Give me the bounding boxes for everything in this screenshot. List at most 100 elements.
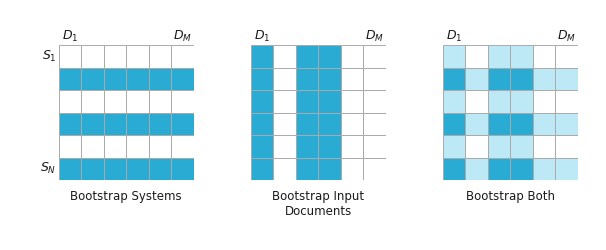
- Text: $D_M$: $D_M$: [365, 29, 384, 44]
- Bar: [318, 112, 341, 135]
- Bar: [148, 135, 171, 158]
- Bar: [273, 90, 296, 112]
- Bar: [510, 90, 533, 112]
- Bar: [104, 112, 126, 135]
- Bar: [148, 90, 171, 112]
- Bar: [296, 90, 318, 112]
- Bar: [81, 90, 104, 112]
- Bar: [442, 158, 465, 180]
- Bar: [273, 158, 296, 180]
- Bar: [341, 112, 363, 135]
- Bar: [465, 68, 488, 90]
- Text: $D_M$: $D_M$: [557, 29, 576, 44]
- Bar: [510, 112, 533, 135]
- Bar: [59, 68, 81, 90]
- Bar: [363, 90, 385, 112]
- Bar: [273, 135, 296, 158]
- Bar: [341, 158, 363, 180]
- Bar: [555, 90, 578, 112]
- Bar: [126, 135, 148, 158]
- Bar: [126, 68, 148, 90]
- Bar: [171, 45, 194, 68]
- Bar: [126, 90, 148, 112]
- Bar: [296, 158, 318, 180]
- Bar: [171, 90, 194, 112]
- Bar: [533, 112, 555, 135]
- Bar: [251, 68, 273, 90]
- Bar: [296, 45, 318, 68]
- Bar: [59, 112, 81, 135]
- Bar: [318, 90, 341, 112]
- Text: $D_M$: $D_M$: [173, 29, 192, 44]
- Bar: [273, 45, 296, 68]
- Text: Bootstrap Input
Documents: Bootstrap Input Documents: [272, 190, 364, 218]
- Bar: [341, 90, 363, 112]
- Bar: [510, 68, 533, 90]
- Bar: [318, 135, 341, 158]
- Bar: [171, 158, 194, 180]
- Bar: [104, 68, 126, 90]
- Bar: [148, 68, 171, 90]
- Bar: [104, 45, 126, 68]
- Bar: [341, 135, 363, 158]
- Bar: [81, 158, 104, 180]
- Bar: [273, 68, 296, 90]
- Bar: [555, 135, 578, 158]
- Bar: [341, 45, 363, 68]
- Bar: [555, 158, 578, 180]
- Bar: [104, 135, 126, 158]
- Bar: [363, 45, 385, 68]
- Bar: [555, 112, 578, 135]
- Bar: [533, 158, 555, 180]
- Text: $D_1$: $D_1$: [445, 29, 462, 44]
- Bar: [442, 68, 465, 90]
- Bar: [81, 135, 104, 158]
- Bar: [59, 158, 81, 180]
- Bar: [104, 158, 126, 180]
- Bar: [442, 135, 465, 158]
- Bar: [126, 112, 148, 135]
- Bar: [59, 45, 81, 68]
- Bar: [171, 135, 194, 158]
- Bar: [488, 135, 510, 158]
- Bar: [510, 135, 533, 158]
- Bar: [251, 45, 273, 68]
- Bar: [251, 90, 273, 112]
- Bar: [81, 112, 104, 135]
- Bar: [465, 158, 488, 180]
- Bar: [510, 158, 533, 180]
- Bar: [363, 135, 385, 158]
- Bar: [442, 45, 465, 68]
- Bar: [318, 68, 341, 90]
- Bar: [363, 68, 385, 90]
- Bar: [442, 112, 465, 135]
- Text: $D_1$: $D_1$: [62, 29, 78, 44]
- Bar: [296, 135, 318, 158]
- Bar: [488, 45, 510, 68]
- Bar: [273, 112, 296, 135]
- Bar: [488, 112, 510, 135]
- Bar: [148, 45, 171, 68]
- Bar: [59, 135, 81, 158]
- Text: $S_1$: $S_1$: [42, 49, 56, 64]
- Bar: [363, 112, 385, 135]
- Bar: [488, 68, 510, 90]
- Bar: [488, 90, 510, 112]
- Bar: [555, 45, 578, 68]
- Bar: [59, 90, 81, 112]
- Bar: [363, 158, 385, 180]
- Bar: [442, 90, 465, 112]
- Bar: [555, 68, 578, 90]
- Bar: [488, 158, 510, 180]
- Bar: [341, 68, 363, 90]
- Bar: [465, 135, 488, 158]
- Bar: [251, 135, 273, 158]
- Bar: [296, 112, 318, 135]
- Bar: [318, 45, 341, 68]
- Text: $S_N$: $S_N$: [40, 161, 56, 176]
- Text: Bootstrap Both: Bootstrap Both: [465, 190, 554, 203]
- Bar: [251, 112, 273, 135]
- Bar: [81, 68, 104, 90]
- Bar: [296, 68, 318, 90]
- Bar: [126, 45, 148, 68]
